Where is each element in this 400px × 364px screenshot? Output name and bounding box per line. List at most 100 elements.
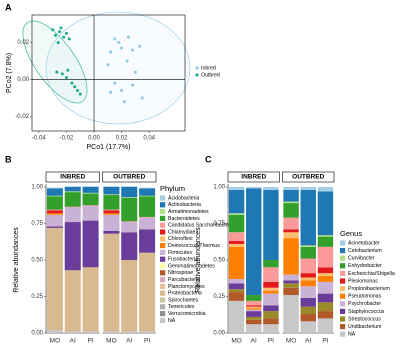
bar-segment xyxy=(103,213,120,215)
bar-segment xyxy=(103,233,120,332)
bar-segment xyxy=(82,220,99,268)
panel-label: B xyxy=(5,154,12,164)
legend-swatch xyxy=(160,229,166,235)
bar-segment xyxy=(283,189,299,202)
y-tick-label: 0.00 xyxy=(213,331,225,337)
bar-segment xyxy=(283,274,299,281)
bar-segment xyxy=(121,260,138,332)
point xyxy=(75,88,79,92)
bar-segment xyxy=(263,287,279,291)
legend-swatch xyxy=(160,209,166,215)
legend-label: Streptococcus xyxy=(348,316,381,322)
bar-segment xyxy=(317,276,334,282)
bar-segment xyxy=(46,226,63,228)
bar-segment xyxy=(64,192,81,207)
legend-title: Genus xyxy=(340,229,362,238)
bar-segment xyxy=(103,331,120,333)
bar-segment xyxy=(317,281,334,294)
point xyxy=(131,83,135,87)
bar-segment xyxy=(228,232,245,242)
point xyxy=(53,33,57,37)
legend-swatch xyxy=(160,249,166,255)
bar-segment xyxy=(246,309,262,312)
x-tick-label: PI xyxy=(268,338,274,345)
bar-segment xyxy=(300,306,316,315)
bar-segment xyxy=(246,324,262,333)
bar-segment xyxy=(228,292,245,301)
bar-segment xyxy=(300,314,316,322)
bar-segment xyxy=(64,331,81,333)
bar-segment xyxy=(300,286,316,298)
point xyxy=(51,28,55,32)
point xyxy=(55,70,59,74)
legend-label: Planctomycetes xyxy=(168,284,205,290)
panel-label: C xyxy=(205,154,212,164)
legend-title: Phylum xyxy=(160,184,185,193)
y-tick-label: 0.25 xyxy=(31,294,43,300)
point xyxy=(58,30,62,34)
bar-segment xyxy=(317,267,334,274)
bar-segment xyxy=(103,209,120,211)
x-tick-label: AI xyxy=(126,338,132,345)
facet-label: OUTBRED xyxy=(113,174,145,181)
legend-swatch xyxy=(195,66,199,70)
point xyxy=(106,63,110,67)
bar-segment xyxy=(228,283,245,290)
legend-swatch xyxy=(160,317,166,323)
point xyxy=(62,35,66,39)
bar-segment xyxy=(228,241,245,244)
bar-segment xyxy=(139,252,156,332)
facet-strip xyxy=(282,171,335,183)
legend-label: Propionibacterium xyxy=(348,286,390,292)
legend-swatch xyxy=(340,331,346,337)
bar-segment xyxy=(82,186,99,187)
bar-segment xyxy=(283,203,299,218)
point xyxy=(64,31,68,35)
legend-label: Candidatus Saccharibacteria xyxy=(168,223,234,229)
point xyxy=(133,70,137,74)
y-tick-label: 1.00 xyxy=(213,185,225,191)
bar-segment xyxy=(228,289,245,293)
y-tick-label: 0.02 xyxy=(17,40,29,46)
bar-segment xyxy=(139,216,156,218)
bar-segment xyxy=(103,195,120,210)
bar-segment xyxy=(228,278,245,284)
bar-segment xyxy=(283,295,299,333)
legend-label: Cetobacterium xyxy=(348,248,382,254)
point xyxy=(117,41,121,45)
legend-label: Proteobacteria xyxy=(168,291,202,297)
bar-segment xyxy=(121,186,138,187)
bar-segment xyxy=(103,187,120,195)
legend-swatch xyxy=(160,195,166,201)
bar-segment xyxy=(139,188,156,196)
bar-segment xyxy=(228,214,245,233)
point xyxy=(113,81,117,85)
legend-swatch xyxy=(340,316,346,322)
legend-swatch xyxy=(160,270,166,276)
bar-segment xyxy=(246,295,262,301)
y-axis-title: PCo2 (7.8%) xyxy=(6,53,13,93)
point xyxy=(109,50,113,54)
bar-segment xyxy=(82,187,99,193)
legend-label: Spirochaetes xyxy=(168,297,199,303)
legend-swatch xyxy=(160,311,166,317)
x-tick-label: MO xyxy=(106,338,116,345)
facet-label: INBRED xyxy=(241,174,266,181)
point xyxy=(125,59,129,63)
x-tick-label: MO xyxy=(231,338,241,345)
plot-frame xyxy=(31,14,186,132)
legend-label: Fusobacteria xyxy=(168,257,198,263)
bar-segment xyxy=(82,205,99,221)
legend-swatch xyxy=(160,256,166,262)
bar-segment xyxy=(300,245,316,247)
bar-segment xyxy=(246,308,262,310)
bar-segment xyxy=(283,287,299,296)
point xyxy=(122,100,126,104)
legend-swatch xyxy=(160,304,166,310)
bar-segment xyxy=(121,222,138,233)
bar-segment xyxy=(64,206,81,208)
bar-segment xyxy=(82,192,99,194)
facet-label: INBRED xyxy=(60,174,85,181)
x-tick-label: MO xyxy=(50,338,60,345)
bar-segment xyxy=(46,210,63,214)
